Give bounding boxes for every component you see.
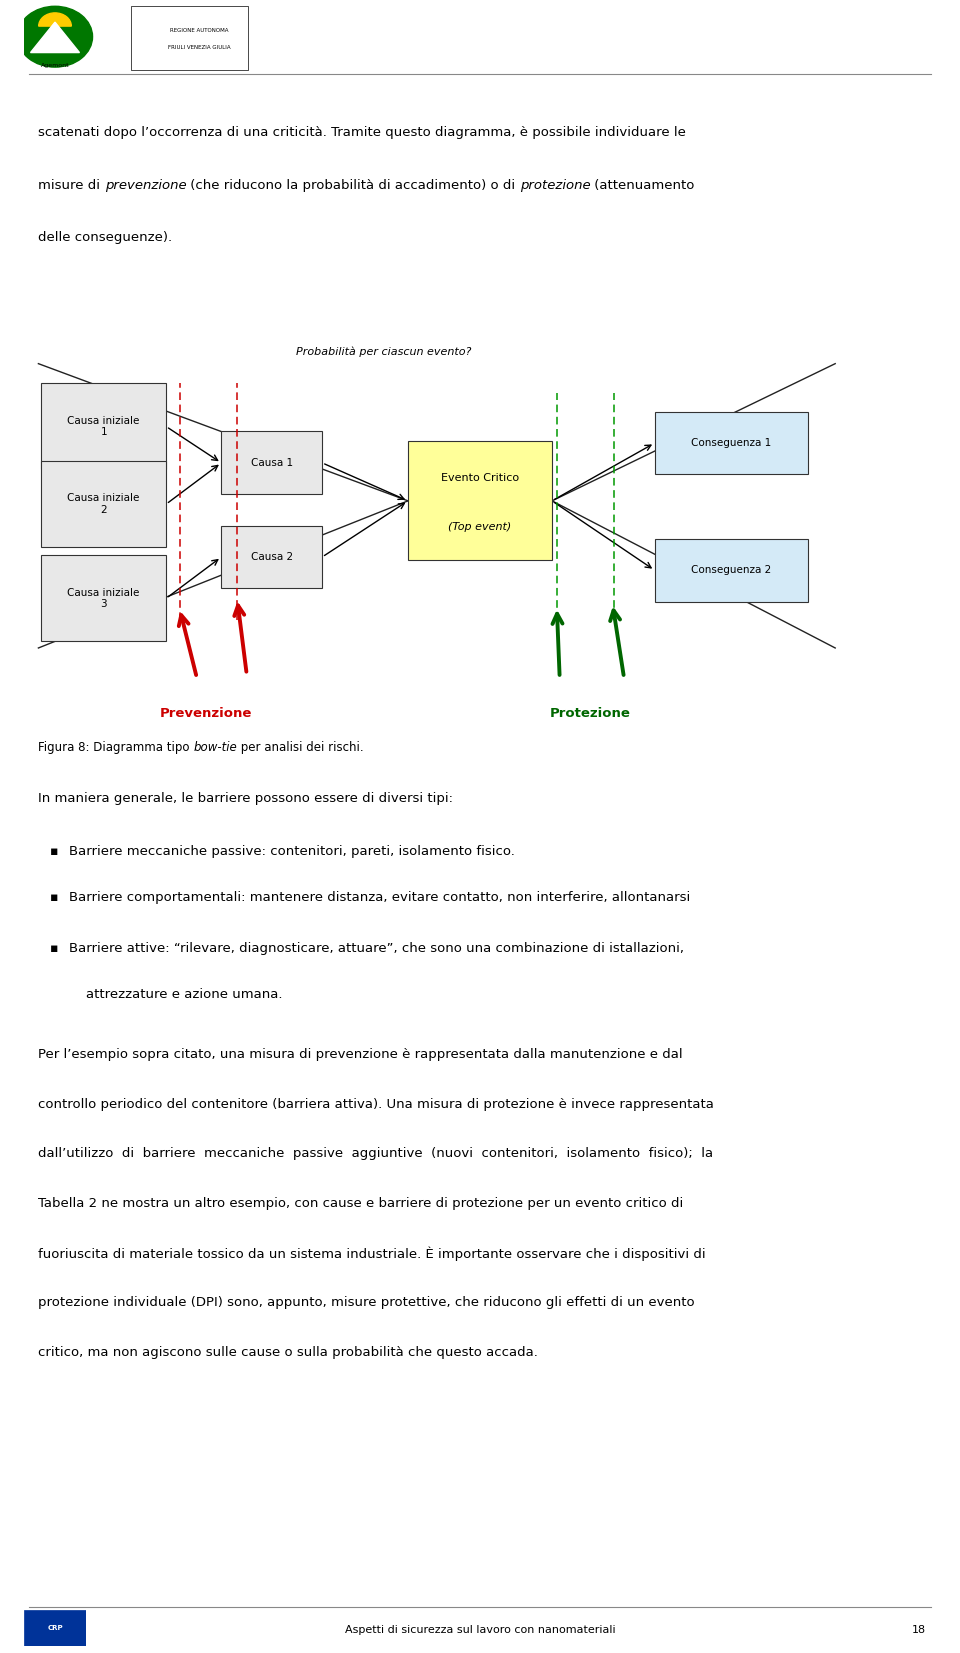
FancyBboxPatch shape [221, 526, 322, 588]
Text: (che riducono la probabilità di accadimento) o di: (che riducono la probabilità di accadime… [186, 179, 519, 192]
Text: ▪: ▪ [50, 942, 59, 955]
Text: Conseguenza 1: Conseguenza 1 [691, 438, 772, 448]
Text: critico, ma non agiscono sulle cause o sulla probabilità che questo accada.: critico, ma non agiscono sulle cause o s… [38, 1346, 539, 1359]
Text: Probabilità per ciascun evento?: Probabilità per ciascun evento? [297, 347, 471, 357]
Text: Conseguenza 2: Conseguenza 2 [691, 565, 772, 575]
Text: delle conseguenze).: delle conseguenze). [38, 231, 173, 245]
Text: Causa 1: Causa 1 [251, 458, 293, 468]
Text: CRP: CRP [47, 1625, 63, 1632]
Text: (attenuamento: (attenuamento [590, 179, 695, 192]
Wedge shape [38, 13, 71, 26]
Text: ▪: ▪ [50, 891, 59, 904]
Text: Causa iniziale
3: Causa iniziale 3 [67, 587, 140, 610]
Text: prevenzione: prevenzione [105, 179, 186, 192]
Text: bow-tie: bow-tie [194, 741, 237, 754]
Text: misure di: misure di [38, 179, 105, 192]
FancyBboxPatch shape [655, 412, 808, 474]
Text: Tabella 2 ne mostra un altro esempio, con cause e barriere di protezione per un : Tabella 2 ne mostra un altro esempio, co… [38, 1197, 684, 1210]
FancyBboxPatch shape [41, 383, 166, 469]
Text: fuoriuscita di materiale tossico da un sistema industriale. È importante osserva: fuoriuscita di materiale tossico da un s… [38, 1246, 706, 1261]
Text: (Top event): (Top event) [448, 522, 512, 532]
Text: Protezione: Protezione [550, 707, 631, 721]
Text: per analisi dei rischi.: per analisi dei rischi. [237, 741, 364, 754]
Text: FRIULI VENEZIA GIULIA: FRIULI VENEZIA GIULIA [168, 45, 230, 51]
Text: protezione individuale (DPI) sono, appunto, misure protettive, che riducono gli : protezione individuale (DPI) sono, appun… [38, 1296, 695, 1309]
Text: Barriere attive: “rilevare, diagnosticare, attuare”, che sono una combinazione d: Barriere attive: “rilevare, diagnosticar… [69, 942, 684, 955]
Text: controllo periodico del contenitore (barriera attiva). Una misura di protezione : controllo periodico del contenitore (bar… [38, 1098, 714, 1111]
Text: Causa iniziale
1: Causa iniziale 1 [67, 415, 140, 438]
Text: Agemont: Agemont [40, 63, 69, 68]
FancyBboxPatch shape [408, 441, 552, 560]
Circle shape [17, 7, 92, 68]
Polygon shape [31, 21, 80, 53]
Text: Barriere comportamentali: mantenere distanza, evitare contatto, non interferire,: Barriere comportamentali: mantenere dist… [69, 891, 690, 904]
Text: attrezzature e azione umana.: attrezzature e azione umana. [69, 988, 282, 1002]
FancyBboxPatch shape [41, 461, 166, 547]
Text: REGIONE AUTONOMA: REGIONE AUTONOMA [170, 28, 228, 33]
Text: 18: 18 [912, 1625, 926, 1635]
Text: Causa 2: Causa 2 [251, 552, 293, 562]
Text: Causa iniziale
2: Causa iniziale 2 [67, 493, 140, 516]
Text: Aspetti di sicurezza sul lavoro con nanomateriali: Aspetti di sicurezza sul lavoro con nano… [345, 1625, 615, 1635]
Text: dall’utilizzo  di  barriere  meccaniche  passive  aggiuntive  (nuovi  contenitor: dall’utilizzo di barriere meccaniche pas… [38, 1147, 713, 1160]
Text: protezione: protezione [519, 179, 590, 192]
Text: Figura 8: Diagramma tipo: Figura 8: Diagramma tipo [38, 741, 194, 754]
Text: Prevenzione: Prevenzione [160, 707, 252, 721]
FancyBboxPatch shape [655, 539, 808, 602]
Text: In maniera generale, le barriere possono essere di diversi tipi:: In maniera generale, le barriere possono… [38, 792, 453, 805]
Text: Barriere meccaniche passive: contenitori, pareti, isolamento fisico.: Barriere meccaniche passive: contenitori… [69, 845, 515, 858]
FancyBboxPatch shape [221, 431, 322, 494]
Text: scatenati dopo l’occorrenza di una criticità. Tramite questo diagramma, è possib: scatenati dopo l’occorrenza di una criti… [38, 126, 686, 139]
FancyBboxPatch shape [131, 5, 249, 71]
Text: ▪: ▪ [50, 845, 59, 858]
FancyBboxPatch shape [41, 555, 166, 641]
Text: Per l’esempio sopra citato, una misura di prevenzione è rappresentata dalla manu: Per l’esempio sopra citato, una misura d… [38, 1048, 683, 1061]
Text: Evento Critico: Evento Critico [441, 473, 519, 483]
FancyBboxPatch shape [24, 1610, 86, 1646]
